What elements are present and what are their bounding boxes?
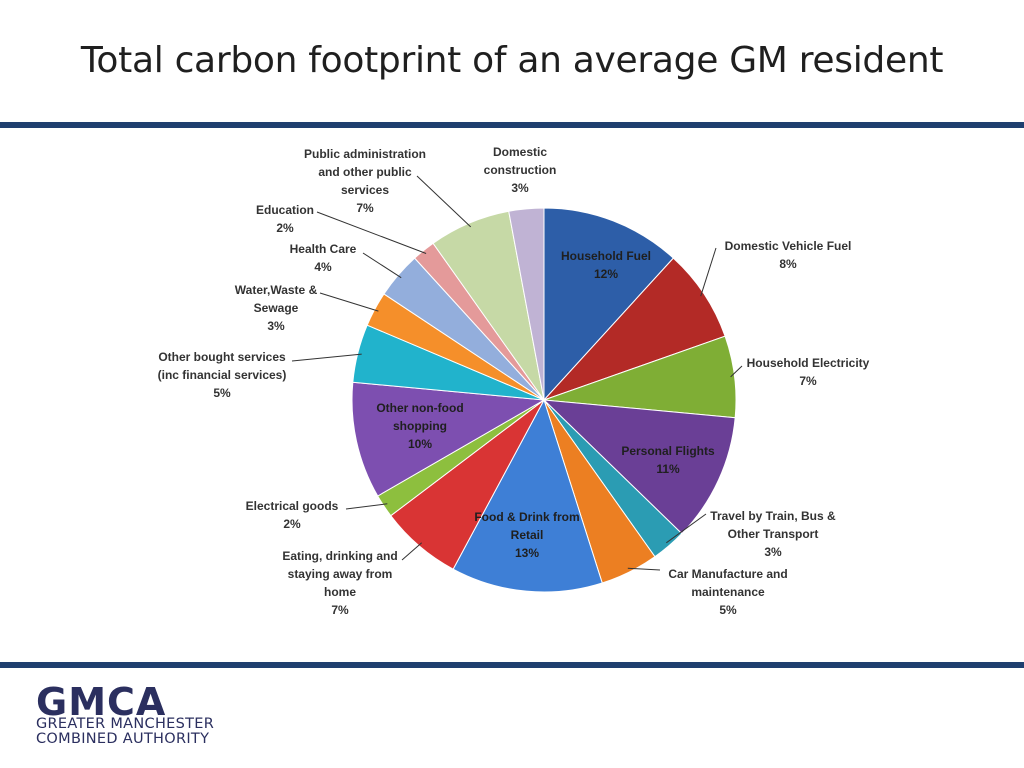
slice-label: Household Electricity 7% (747, 356, 870, 388)
leader-line (627, 567, 661, 571)
pie-slice-other-non-food-shopping (351, 381, 546, 497)
slice-label: Education 2% (256, 203, 314, 235)
top-divider (0, 122, 1024, 128)
slice-label: Personal Flights 11% (621, 444, 715, 476)
slice-label: Travel by Train, Bus & Other Transport 3% (710, 509, 836, 559)
leader-line (316, 211, 427, 254)
leader-line (345, 503, 388, 510)
slice-label: Other bought services (inc financial serv… (158, 350, 287, 400)
leader-line (319, 292, 379, 312)
leader-line (700, 247, 717, 297)
gmca-logo-wordmark: GMCA (36, 680, 167, 724)
leader-line (291, 353, 362, 362)
bottom-divider (0, 662, 1024, 668)
leader-line (730, 365, 743, 378)
pie-slice-food-drink-from-retail (452, 398, 603, 593)
gmca-logo-line-1: GREATER MANCHESTER (36, 716, 215, 732)
slice-label: Public administration and other public ser… (304, 147, 426, 215)
slice-label: Car Manufacture and maintenance 5% (668, 567, 787, 617)
slice-label: Household Fuel 12% (561, 249, 651, 281)
leader-line (666, 513, 707, 544)
slice-label: Other non-food shopping 10% (376, 401, 463, 451)
leader-line (401, 542, 423, 561)
slice-label: Electrical goods 2% (246, 499, 339, 531)
slice-label: Domestic Vehicle Fuel 8% (725, 239, 852, 271)
pie-slice-domestic-vehicle-fuel (543, 257, 726, 401)
slice-label: Domestic construction 3% (484, 145, 557, 195)
pie-chart: Household Fuel 12% Domestic Vehicle Fuel 8%… (158, 145, 870, 617)
leader-line (362, 252, 402, 279)
slide-title: Total carbon footprint of an average GM … (80, 40, 944, 81)
pie-slice-domestic-construction (508, 207, 545, 401)
slice-label: Food & Drink from Retail 13% (474, 510, 579, 560)
slice-label: Water,Waste & Sewage 3% (235, 283, 318, 333)
pie-slice-household-fuel (543, 207, 675, 402)
slice-label: Health Care 4% (290, 242, 357, 274)
leader-line (416, 175, 472, 228)
gmca-logo-line-2: COMBINED AUTHORITY (36, 731, 210, 747)
slice-label: Eating, drinking and staying away from hom… (282, 549, 397, 617)
